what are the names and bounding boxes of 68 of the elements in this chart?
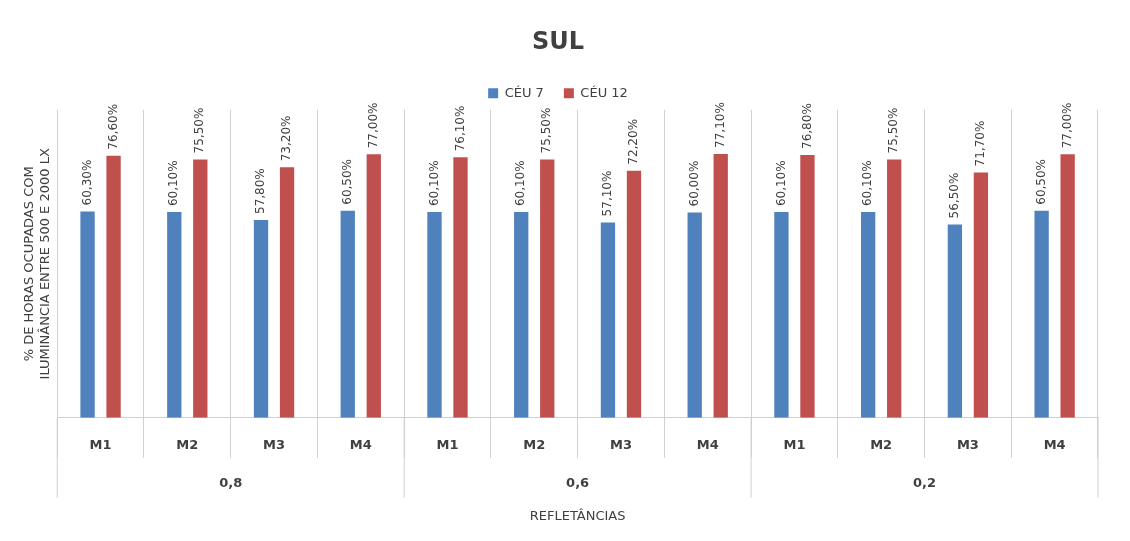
bar (279, 167, 295, 418)
x-tick-label: M2 (870, 436, 893, 452)
bar (453, 157, 468, 418)
data-label: 57,10% (600, 170, 615, 217)
bar (366, 154, 381, 418)
data-label: 75,50% (539, 107, 554, 154)
data-label: 60,30% (79, 159, 94, 206)
data-label: 60,50% (339, 158, 354, 205)
bar (1060, 154, 1075, 418)
x-tick-label: M3 (956, 436, 979, 452)
bar (713, 153, 728, 418)
data-label: 77,00% (365, 102, 380, 149)
text: 0,2 (913, 475, 937, 491)
data-label: 57,80% (253, 168, 268, 214)
data-label: 60,10% (513, 160, 528, 207)
bar (253, 220, 269, 418)
x-tick-label: M4 (696, 436, 719, 452)
text: 0,6 (566, 475, 590, 491)
bar (947, 224, 963, 418)
bar (861, 212, 876, 418)
text: 0,8 (219, 475, 243, 491)
x-axis-title: REFLETÂNCIAS (529, 507, 626, 523)
x-tick-label: M4 (1043, 436, 1066, 452)
x-tick-label: M1 (783, 436, 806, 452)
bar (540, 159, 555, 418)
data-label: 72,20% (626, 118, 641, 165)
bar (193, 159, 208, 418)
y-axis-title: % DE HORAS OCUPADAS COM ILUMINÂNCIA ENTRE 500 E 2000 LX (21, 148, 52, 380)
bar (600, 222, 616, 418)
data-label: 60,10% (166, 160, 181, 207)
data-label: 75,50% (886, 107, 901, 154)
data-label: 60,10% (773, 160, 788, 207)
bar (340, 210, 355, 418)
data-label: 60,00% (686, 160, 701, 207)
data-label: 77,10% (712, 102, 727, 148)
bar (427, 212, 442, 418)
data-label: 71,70% (973, 120, 988, 167)
bar (687, 212, 702, 418)
bar (626, 170, 642, 418)
legend-label: CÉU 7 (504, 84, 544, 100)
x-tick-label: M1 (89, 436, 112, 452)
data-label: 77,00% (1059, 102, 1074, 149)
bar (80, 211, 95, 418)
data-label: 60,10% (860, 160, 875, 207)
data-label: 56,50% (947, 172, 962, 219)
x-tick-label: M2 (176, 436, 199, 452)
data-label: 75,50% (192, 107, 207, 154)
bar (887, 159, 902, 418)
x-tick-label: M4 (349, 436, 372, 452)
x-tick-label: M3 (263, 436, 286, 452)
chart-title: SUL (531, 26, 585, 55)
bar (1034, 210, 1049, 418)
data-label: 60,10% (426, 160, 441, 207)
legend-label: CÉU 12 (580, 84, 628, 100)
bar (800, 154, 815, 418)
bar (106, 155, 121, 418)
data-label: 76,10% (452, 105, 467, 152)
bar (973, 172, 989, 418)
data-label: 60,50% (1033, 158, 1048, 205)
bar (167, 212, 182, 418)
x-tick-label: M2 (523, 436, 546, 452)
bar (514, 212, 529, 418)
data-label: 76,80% (799, 103, 814, 149)
bar (774, 212, 789, 418)
data-label: 76,60% (105, 103, 120, 150)
data-label: 73,20% (279, 115, 294, 162)
x-tick-label: M1 (436, 436, 459, 452)
x-tick-label: M3 (609, 436, 632, 452)
